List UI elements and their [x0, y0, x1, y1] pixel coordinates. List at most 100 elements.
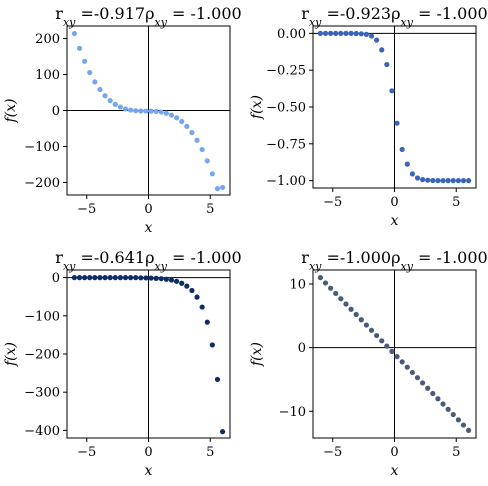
- data-point: [133, 275, 139, 281]
- data-point: [133, 108, 139, 114]
- x-tick-label: 5: [206, 445, 214, 460]
- data-point: [445, 406, 451, 412]
- data-point: [158, 109, 164, 115]
- chart-title: rxy =-0.641ρxy = -1.000: [55, 248, 241, 273]
- data-point: [455, 417, 461, 423]
- data-point: [445, 178, 451, 184]
- x-axis-label: x: [391, 463, 399, 479]
- data-point: [189, 287, 195, 294]
- data-point: [199, 146, 205, 153]
- y-axis-label: f(x): [3, 342, 19, 367]
- y-tick-label: −0.75: [266, 137, 306, 152]
- data-point: [143, 108, 149, 114]
- data-point: [343, 30, 349, 36]
- data-point: [122, 106, 129, 112]
- x-tick-label: −5: [77, 202, 96, 217]
- data-point: [143, 275, 149, 281]
- data-point: [199, 304, 205, 310]
- data-point: [368, 33, 375, 39]
- data-point: [358, 317, 364, 323]
- x-tick-label: 5: [206, 202, 214, 217]
- data-point: [107, 98, 113, 104]
- data-point: [148, 108, 154, 114]
- data-point: [138, 108, 144, 114]
- subplot-4: −5 0 5 10 0 −10 rxy =-1.000ρxy = -1.000 x f(x): [249, 248, 488, 479]
- data-point: [414, 375, 421, 381]
- x-tick-label: 5: [452, 445, 460, 460]
- data-point: [97, 86, 103, 93]
- data-point: [450, 411, 456, 418]
- x-tick-label: −5: [323, 445, 342, 460]
- data-point: [76, 45, 83, 51]
- y-tick-label: −100: [24, 140, 60, 155]
- y-tick-label: 0: [52, 271, 60, 286]
- data-point: [194, 294, 200, 300]
- data-point: [440, 178, 446, 184]
- x-tick-label: −5: [323, 195, 342, 210]
- x-tick-label: 0: [390, 195, 398, 210]
- data-point: [374, 37, 380, 43]
- data-point: [333, 290, 339, 297]
- data-point: [117, 104, 123, 110]
- y-tick-label: −0.25: [266, 64, 306, 79]
- data-point: [328, 285, 334, 291]
- data-point: [128, 275, 134, 281]
- x-axis-label: x: [145, 463, 153, 479]
- data-point: [404, 161, 410, 167]
- data-point: [420, 380, 426, 386]
- data-point: [455, 178, 461, 184]
- data-point: [71, 30, 78, 37]
- data-point: [430, 177, 436, 184]
- data-point: [460, 422, 467, 428]
- data-point: [333, 30, 339, 36]
- y-tick-label: −0.50: [266, 101, 306, 116]
- data-point: [194, 137, 200, 143]
- data-point: [394, 120, 400, 126]
- data-point: [465, 427, 472, 433]
- data-point: [404, 364, 410, 370]
- data-point: [399, 359, 405, 365]
- chart-title: rxy =-0.923ρxy = -1.000: [301, 4, 487, 29]
- data-point: [87, 69, 93, 76]
- data-point: [328, 30, 334, 36]
- subplot-3: −5 0 5 0 −100 −200 −300 −400 rxy =-0.641ρxy = -1…: [3, 248, 242, 479]
- y-tick-label: 10: [289, 278, 306, 293]
- data-point: [219, 184, 226, 191]
- data-point: [148, 275, 154, 281]
- y-tick-label: −400: [24, 424, 60, 439]
- data-point: [214, 185, 221, 192]
- data-point: [219, 429, 226, 435]
- data-point: [112, 101, 118, 107]
- data-point: [179, 118, 185, 125]
- data-point: [353, 30, 359, 37]
- data-point: [204, 158, 210, 164]
- data-point: [163, 110, 169, 116]
- data-point: [168, 112, 175, 118]
- data-point: [138, 275, 144, 281]
- data-point: [184, 283, 190, 289]
- data-point: [394, 354, 400, 360]
- data-point: [460, 178, 467, 184]
- data-point: [92, 79, 98, 85]
- data-point: [107, 275, 113, 281]
- data-point: [425, 177, 431, 183]
- y-tick-label: −10: [279, 405, 306, 420]
- y-tick-label: 200: [35, 32, 60, 47]
- data-point: [76, 275, 83, 281]
- subplot-2: −5 0 5 0.00 −0.25 −0.50 −0.75 −1.00 rxy =-0.923ρ…: [249, 4, 488, 229]
- chart-title: rxy =-1.000ρxy = -1.000: [301, 248, 487, 273]
- data-point: [363, 31, 369, 37]
- data-point: [179, 280, 185, 286]
- data-point: [414, 175, 421, 181]
- data-point: [374, 332, 380, 339]
- data-point: [435, 396, 441, 402]
- data-point: [353, 311, 359, 318]
- y-tick-label: 0.00: [277, 27, 306, 42]
- x-axis-label: x: [145, 220, 153, 236]
- y-axis-label: f(x): [3, 98, 19, 123]
- data-point: [153, 275, 159, 281]
- data-point: [128, 107, 134, 113]
- data-point: [71, 275, 78, 281]
- data-point: [82, 58, 88, 64]
